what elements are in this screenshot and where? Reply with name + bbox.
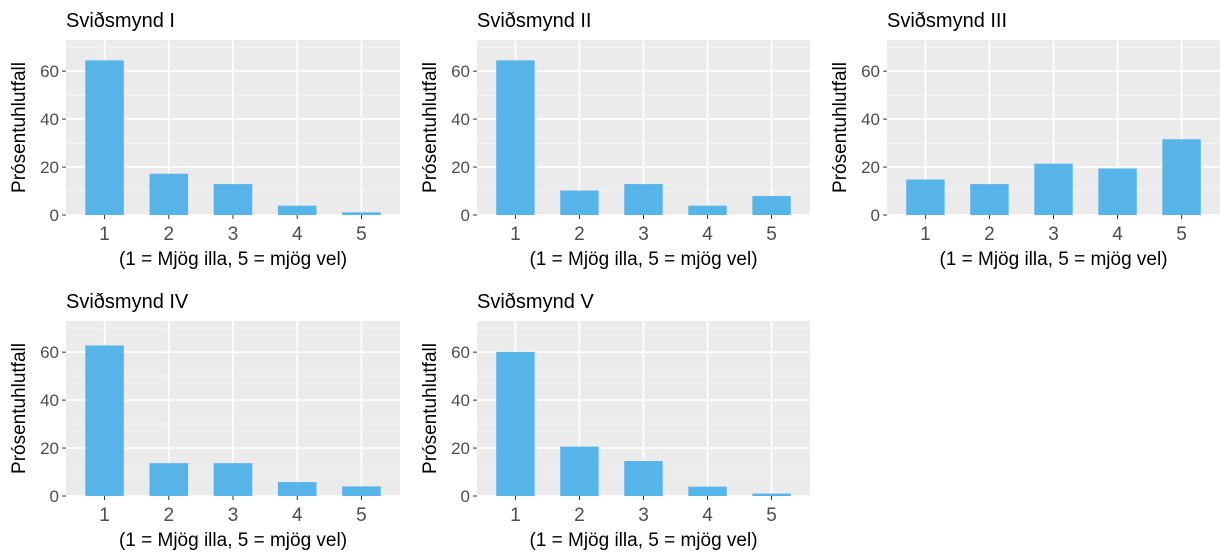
x-axis-label: (1 = Mjög illa, 5 = mjög vel) [119,530,347,551]
bar-1 [906,179,945,215]
x-tick-label: 3 [228,505,239,526]
bar-4 [688,205,727,215]
y-axis-label: Prósentuhlutfall [830,62,851,193]
x-tick-label: 4 [1112,224,1123,245]
y-axis-label: Prósentuhlutfall [9,343,30,474]
bar-1 [496,351,535,496]
chart-title: Sviðsmynd I [66,10,175,32]
y-tick-label: 20 [40,439,59,458]
y-tick-label: 60 [451,62,470,81]
bar-4 [277,205,317,215]
x-tick-label: 1 [99,224,110,245]
bar-4 [277,482,317,496]
x-tick-label: 1 [99,505,110,526]
bar-4 [688,486,727,496]
x-tick-label: 2 [574,505,585,526]
y-tick-label: 0 [50,206,59,225]
x-tick-label: 5 [766,224,777,245]
y-axis-label: Prósentuhlutfall [420,62,441,193]
x-tick-label: 1 [510,505,521,526]
x-tick-label: 2 [984,224,995,245]
x-tick-label: 4 [702,224,713,245]
bar-4 [1098,168,1137,215]
y-axis-label: Prósentuhlutfall [420,343,441,474]
bar-2 [560,446,599,496]
chart-panel-2: 0 20 40 60 1 2 3 4 5 Sviðsmynd II (1 = Mjög illa, … [420,10,810,270]
y-tick-label: 0 [50,487,59,506]
y-tick-label: 60 [40,62,59,81]
x-tick-label: 4 [292,505,303,526]
x-tick-label: 2 [163,505,174,526]
x-axis-label: (1 = Mjög illa, 5 = mjög vel) [529,249,757,270]
bar-2 [970,184,1009,215]
y-tick-label: 20 [451,439,470,458]
bar-2 [149,463,189,496]
bar-5 [752,196,791,215]
x-tick-label: 1 [510,224,521,245]
chart-panel-5: 0 20 40 60 1 2 3 4 5 Sviðsmynd V (1 = Mjög illa, 5… [420,291,810,551]
bar-3 [624,184,663,215]
y-tick-label: 60 [861,62,880,81]
bar-3 [1034,163,1073,215]
y-axis-label: Prósentuhlutfall [9,62,30,193]
x-tick-label: 2 [163,224,174,245]
x-axis-label: (1 = Mjög illa, 5 = mjög vel) [529,530,757,551]
chart-title: Sviðsmynd III [887,10,1007,32]
y-tick-label: 40 [861,110,880,129]
x-tick-label: 3 [638,505,649,526]
chart-title: Sviðsmynd IV [66,291,189,313]
y-tick-label: 20 [861,158,880,177]
x-axis-label: (1 = Mjög illa, 5 = mjög vel) [119,249,347,270]
x-tick-label: 5 [356,224,367,245]
y-tick-label: 40 [451,391,470,410]
bar-5 [342,212,381,215]
bar-5 [752,493,791,496]
x-tick-label: 3 [638,224,649,245]
y-tick-label: 40 [451,110,470,129]
y-tick-label: 40 [40,110,59,129]
bar-5 [1162,139,1201,215]
chart-panel-3: 0 20 40 60 1 2 3 4 5 Sviðsmynd III (1 = Mjög illa,… [830,10,1220,270]
y-tick-label: 0 [871,206,880,225]
y-tick-label: 60 [40,343,59,362]
chart-title: Sviðsmynd II [477,10,591,32]
bar-2 [149,173,189,215]
bar-3 [213,184,253,215]
y-tick-label: 20 [40,158,59,177]
x-tick-label: 5 [766,505,777,526]
x-tick-label: 3 [1048,224,1059,245]
x-tick-label: 2 [574,224,585,245]
x-tick-label: 4 [702,505,713,526]
chart-title: Sviðsmynd V [477,291,594,313]
x-tick-label: 5 [356,505,367,526]
y-tick-label: 40 [40,391,59,410]
bar-3 [624,461,663,496]
x-tick-label: 5 [1176,224,1187,245]
chart-panel-1: 0 20 40 60 1 2 3 4 5 Sviðsmynd I (1 = Mjög illa, 5… [9,10,400,270]
bar-1 [496,60,535,216]
bar-5 [342,486,381,496]
y-tick-label: 60 [451,343,470,362]
bar-2 [560,190,599,215]
x-tick-label: 1 [920,224,931,245]
bar-1 [85,345,124,496]
x-tick-label: 3 [228,224,239,245]
x-tick-label: 4 [292,224,303,245]
y-tick-label: 0 [461,206,470,225]
y-tick-label: 0 [461,487,470,506]
y-tick-label: 20 [451,158,470,177]
chart-panel-4: 0 20 40 60 1 2 3 4 5 Sviðsmynd IV (1 = Mjög illa, … [9,291,400,551]
x-axis-label: (1 = Mjög illa, 5 = mjög vel) [939,249,1167,270]
bar-3 [213,463,253,496]
bar-1 [85,60,124,216]
